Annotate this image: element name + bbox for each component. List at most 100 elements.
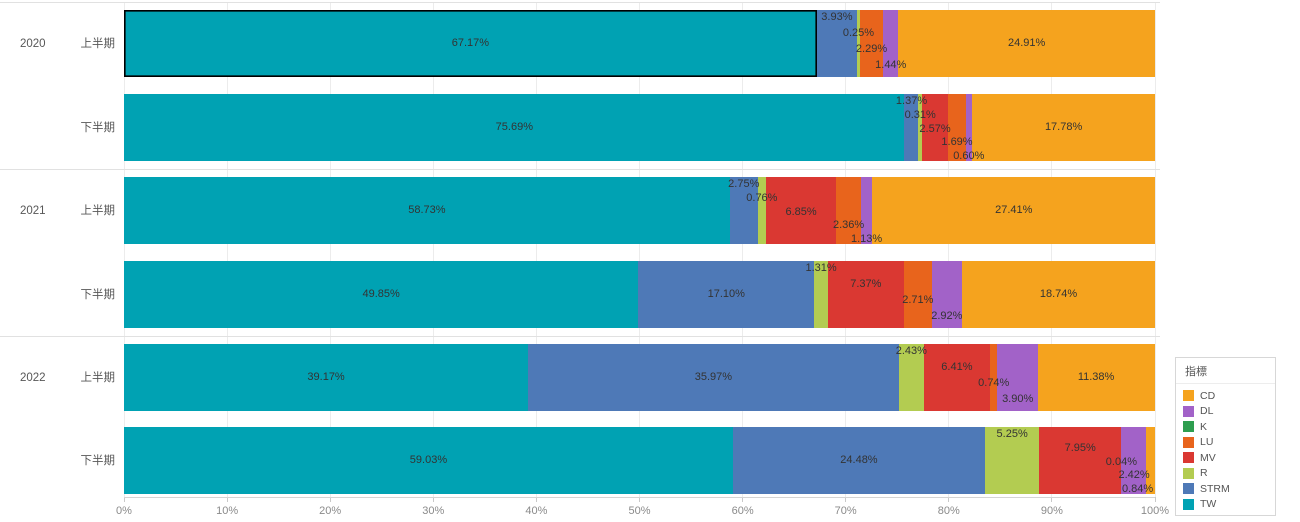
bar-segment-r[interactable]	[857, 10, 860, 77]
x-tick-label: 50%	[628, 505, 651, 517]
bar-segment-r[interactable]	[984, 427, 1040, 494]
segment-label: 3.90%	[1002, 393, 1034, 405]
legend-swatch-icon	[1183, 421, 1194, 433]
bar-segment-mv[interactable]	[827, 261, 904, 328]
bar-segment-tw[interactable]	[124, 94, 905, 161]
bar-segment-strm[interactable]	[816, 10, 858, 77]
legend-swatch-icon	[1183, 436, 1194, 448]
legend-item-lu[interactable]: LU	[1183, 435, 1269, 451]
segment-label: 17.10%	[707, 288, 745, 300]
legend-item-label: LU	[1200, 436, 1214, 449]
bar-segment-cd[interactable]	[898, 10, 1155, 77]
bar-segment-lu[interactable]	[836, 177, 861, 244]
segment-label: 75.69%	[495, 121, 533, 133]
bar-segment-lu[interactable]	[903, 261, 932, 328]
axis-tick	[226, 497, 228, 502]
legend-item-strm[interactable]: STRM	[1183, 481, 1269, 497]
legend-item-mv[interactable]: MV	[1183, 450, 1269, 466]
legend-item-k[interactable]: K	[1183, 419, 1269, 435]
segment-label: 35.97%	[694, 371, 733, 383]
bar-segment-cd[interactable]	[872, 177, 1155, 244]
bar-segment-cd[interactable]	[1146, 427, 1156, 494]
legend-item-tw[interactable]: TW	[1183, 497, 1269, 513]
bar-segment-r[interactable]	[898, 344, 924, 411]
segment-label: 0.60%	[953, 150, 985, 162]
legend-item-label: STRM	[1200, 482, 1230, 495]
segment-label: 2.43%	[895, 345, 927, 357]
bar-segment-r[interactable]	[757, 177, 766, 244]
bar-segment-lu[interactable]	[948, 94, 966, 161]
bar-segment-tw[interactable]	[124, 177, 730, 244]
segment-label: 2.57%	[919, 122, 951, 135]
bar-segment-cd[interactable]	[961, 261, 1155, 328]
segment-label: 24.91%	[1007, 37, 1046, 49]
bar-segment-lu[interactable]	[859, 10, 884, 77]
x-tick-label: 100%	[1140, 505, 1170, 517]
bar-segment-strm[interactable]	[729, 177, 758, 244]
bar-segment-mv[interactable]	[921, 94, 949, 161]
legend-swatch-icon	[1183, 390, 1194, 402]
bar-segment-dl[interactable]	[1121, 427, 1147, 494]
bar-segment-dl[interactable]	[883, 10, 899, 77]
row-separator	[0, 336, 1160, 337]
bar-segment-mv[interactable]	[765, 177, 837, 244]
axis-tick	[123, 497, 125, 502]
bar-segment-r[interactable]	[814, 261, 828, 328]
row-separator	[0, 2, 1160, 3]
bar-segment-mv[interactable]	[1039, 427, 1122, 494]
bar-segment-tw[interactable]	[124, 10, 817, 77]
axis-tick	[948, 497, 950, 502]
segment-label: 59.03%	[409, 454, 448, 466]
axis-tick	[535, 497, 537, 502]
gridline	[432, 2, 434, 497]
segment-label: 5.25%	[996, 428, 1028, 440]
bar-segment-dl[interactable]	[997, 344, 1038, 411]
period-label: 上半期	[80, 37, 116, 50]
x-tick-label: 0%	[116, 505, 132, 517]
segment-label: 2.36%	[832, 219, 865, 232]
period-label: 下半期	[80, 454, 116, 467]
legend-item-r[interactable]: R	[1183, 466, 1269, 482]
legend-swatch-icon	[1183, 483, 1194, 495]
gridline	[1051, 2, 1053, 497]
bar-segment-dl[interactable]	[965, 94, 972, 161]
gridline	[742, 2, 744, 497]
axis-tick	[432, 497, 434, 502]
legend: 指標 CD DL K LU MV R STRM TW	[1175, 357, 1276, 516]
axis-tick	[742, 497, 744, 502]
x-tick-label: 40%	[525, 505, 548, 517]
axis-tick	[329, 497, 331, 502]
bar-segment-dl[interactable]	[860, 177, 873, 244]
bar-segment-strm[interactable]	[732, 427, 985, 494]
segment-label: 58.73%	[408, 204, 446, 216]
bar-segment-lu[interactable]	[989, 344, 998, 411]
segment-label: 1.44%	[875, 59, 907, 71]
bar-segment-strm[interactable]	[527, 344, 899, 411]
legend-item-dl[interactable]: DL	[1183, 404, 1269, 420]
bar-segment-tw[interactable]	[124, 261, 638, 328]
gridline	[226, 2, 228, 497]
segment-label: 0.04%	[1105, 455, 1137, 468]
bar-segment-mv[interactable]	[923, 344, 990, 411]
bar-segment-tw[interactable]	[124, 427, 733, 494]
segment-label: 0.25%	[842, 27, 875, 39]
segment-label: 6.85%	[785, 205, 817, 218]
bar-segment-r[interactable]	[918, 94, 922, 161]
bar-segment-strm[interactable]	[637, 261, 815, 328]
segment-label: 0.76%	[746, 191, 778, 204]
x-tick-label: 20%	[319, 505, 342, 517]
bar-segment-strm[interactable]	[904, 94, 919, 161]
bar-segment-tw[interactable]	[124, 344, 528, 411]
bar-segment-cd[interactable]	[971, 94, 1156, 161]
bar-segment-dl[interactable]	[931, 261, 962, 328]
bar-segment-cd[interactable]	[1037, 344, 1155, 411]
axis-tick	[1051, 497, 1053, 502]
axis-tick	[639, 497, 640, 502]
segment-label: 49.85%	[362, 288, 400, 300]
legend-item-cd[interactable]: CD	[1183, 388, 1269, 404]
year-label: 2021	[20, 204, 46, 217]
gridline	[845, 2, 847, 497]
axis-tick	[845, 497, 847, 502]
segment-label: 1.13%	[850, 233, 883, 245]
